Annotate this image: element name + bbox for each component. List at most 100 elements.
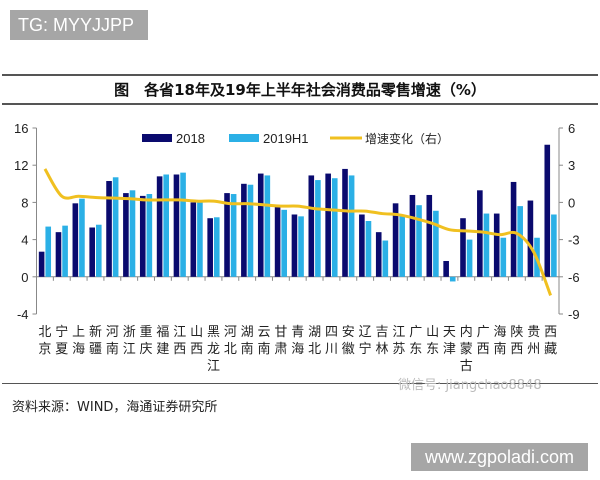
- bar-2019h1: [449, 276, 456, 282]
- bar-2018: [527, 200, 534, 277]
- bar-2019h1: [500, 237, 507, 277]
- x-tick-label: 吉林: [376, 324, 389, 356]
- legend-label-2018: 2018: [176, 131, 205, 146]
- x-tick-label: 福建: [156, 324, 169, 356]
- x-tick-label: 河南: [106, 324, 119, 356]
- bar-2018: [392, 203, 399, 277]
- bar-2019h1: [247, 184, 254, 277]
- bar-2019h1: [197, 202, 203, 277]
- watermark-top: TG: MYYJJPP: [10, 10, 148, 40]
- bar-2019h1: [281, 209, 287, 277]
- title-bottom-rule: [2, 103, 598, 105]
- bar-2019h1: [433, 210, 439, 277]
- bar-2018: [308, 175, 315, 277]
- bar-2018: [173, 174, 180, 277]
- x-tick-label: 山西: [190, 324, 203, 356]
- left-tick-label: 0: [21, 270, 28, 285]
- bar-2018: [443, 260, 449, 277]
- bar-2018: [190, 202, 197, 277]
- right-tick-label: 3: [568, 158, 575, 173]
- bar-2019h1: [45, 226, 52, 277]
- bar-2019h1: [551, 214, 557, 277]
- x-tick-label: 海南: [494, 324, 507, 356]
- right-tick-label: -3: [568, 233, 580, 248]
- x-tick-label: 广西: [477, 324, 490, 356]
- bar-2019h1: [213, 217, 220, 277]
- bar-2018: [460, 218, 466, 277]
- x-tick-label: 北京: [38, 324, 51, 356]
- x-tick-label: 江西: [173, 324, 186, 356]
- x-tick-label: 上海: [72, 324, 85, 356]
- bar-2019h1: [79, 198, 85, 277]
- bar-2019h1: [416, 205, 422, 277]
- bar-2019h1: [348, 175, 355, 277]
- bar-2018: [510, 181, 517, 277]
- bar-2018: [72, 203, 79, 277]
- bar-2018: [544, 144, 551, 277]
- x-tick-label: 贵州: [527, 324, 540, 356]
- bar-2019h1: [95, 224, 102, 277]
- bar-2019h1: [264, 175, 271, 277]
- chart-svg: -4 0 4 8 12 16 -9 -6 -3 0 3 6 北京宁夏上海新疆河南浙江重庆福建江西山西黑龙…: [14, 121, 580, 373]
- x-tick-label: 四川: [325, 324, 338, 356]
- right-tick-label: -9: [568, 307, 580, 322]
- x-tick-label: 广东: [409, 324, 422, 356]
- bar-2018: [325, 173, 331, 277]
- x-tick-label: 重庆: [140, 324, 153, 356]
- bar-2019h1: [146, 194, 153, 277]
- x-tick-label: 河北: [224, 324, 237, 356]
- bar-2019h1: [230, 194, 237, 277]
- chart-title: 图 各省18年及19年上半年社会消费品零售增速（%）: [114, 81, 486, 99]
- bar-2018: [493, 213, 500, 277]
- source-rule: [2, 383, 598, 384]
- x-tick-label: 青海: [291, 324, 304, 356]
- legend-swatch-2018: [142, 134, 172, 142]
- legend-label-2019h1: 2019H1: [263, 131, 309, 146]
- legend-label-line: 增速变化（右）: [365, 131, 449, 146]
- bar-2018: [426, 194, 433, 277]
- x-tick-label: 甘肃: [274, 324, 287, 356]
- bar-2019h1: [129, 190, 136, 277]
- left-tick-label: -4: [17, 307, 29, 322]
- x-tick-label: 湖南: [241, 324, 254, 356]
- legend-swatch-2019h1: [229, 134, 259, 142]
- x-tick-label: 江苏: [392, 324, 405, 356]
- bar-2018: [291, 214, 298, 277]
- bar-2019h1: [399, 215, 405, 277]
- bar-2018: [342, 168, 348, 277]
- x-tick-label: 黑龙江: [207, 324, 220, 373]
- x-tick-label: 天津: [443, 324, 456, 356]
- bar-2018: [241, 183, 247, 277]
- bar-2018: [224, 193, 230, 277]
- bar-2019h1: [315, 180, 321, 277]
- bar-2018: [257, 173, 264, 277]
- title-top-rule: [2, 74, 598, 76]
- bar-2019h1: [382, 240, 389, 277]
- bar-2018: [123, 193, 129, 277]
- left-tick-label: 12: [14, 158, 28, 173]
- bar-2018: [359, 214, 365, 277]
- left-tick-label: 16: [14, 121, 28, 136]
- source-note: 资料来源：WIND，海通证券研究所: [12, 400, 218, 415]
- bar-2019h1: [163, 174, 170, 277]
- x-tick-label: 西藏: [544, 324, 557, 356]
- bar-2018: [139, 195, 146, 277]
- right-tick-label: 6: [568, 121, 575, 136]
- watermark-wechat: 微信号: jiangchao8848: [398, 378, 542, 393]
- watermark-bottom: www.zgpoladi.com: [411, 443, 588, 471]
- bar-2018: [375, 232, 382, 277]
- x-tick-label: 陕西: [510, 324, 523, 356]
- x-tick-label: 湖北: [308, 324, 321, 356]
- left-tick-label: 4: [21, 233, 28, 248]
- bar-2018: [156, 176, 163, 277]
- bar-2018: [89, 227, 95, 277]
- x-tick-label: 宁夏: [55, 324, 68, 356]
- x-tick-label: 安徽: [342, 324, 355, 356]
- bar-2018: [274, 207, 281, 277]
- bar-2018: [477, 190, 483, 277]
- line-growth-change: [43, 168, 552, 296]
- bar-2019h1: [483, 213, 490, 277]
- x-tick-label: 内蒙古: [460, 324, 473, 373]
- x-tick-label: 辽宁: [359, 324, 372, 356]
